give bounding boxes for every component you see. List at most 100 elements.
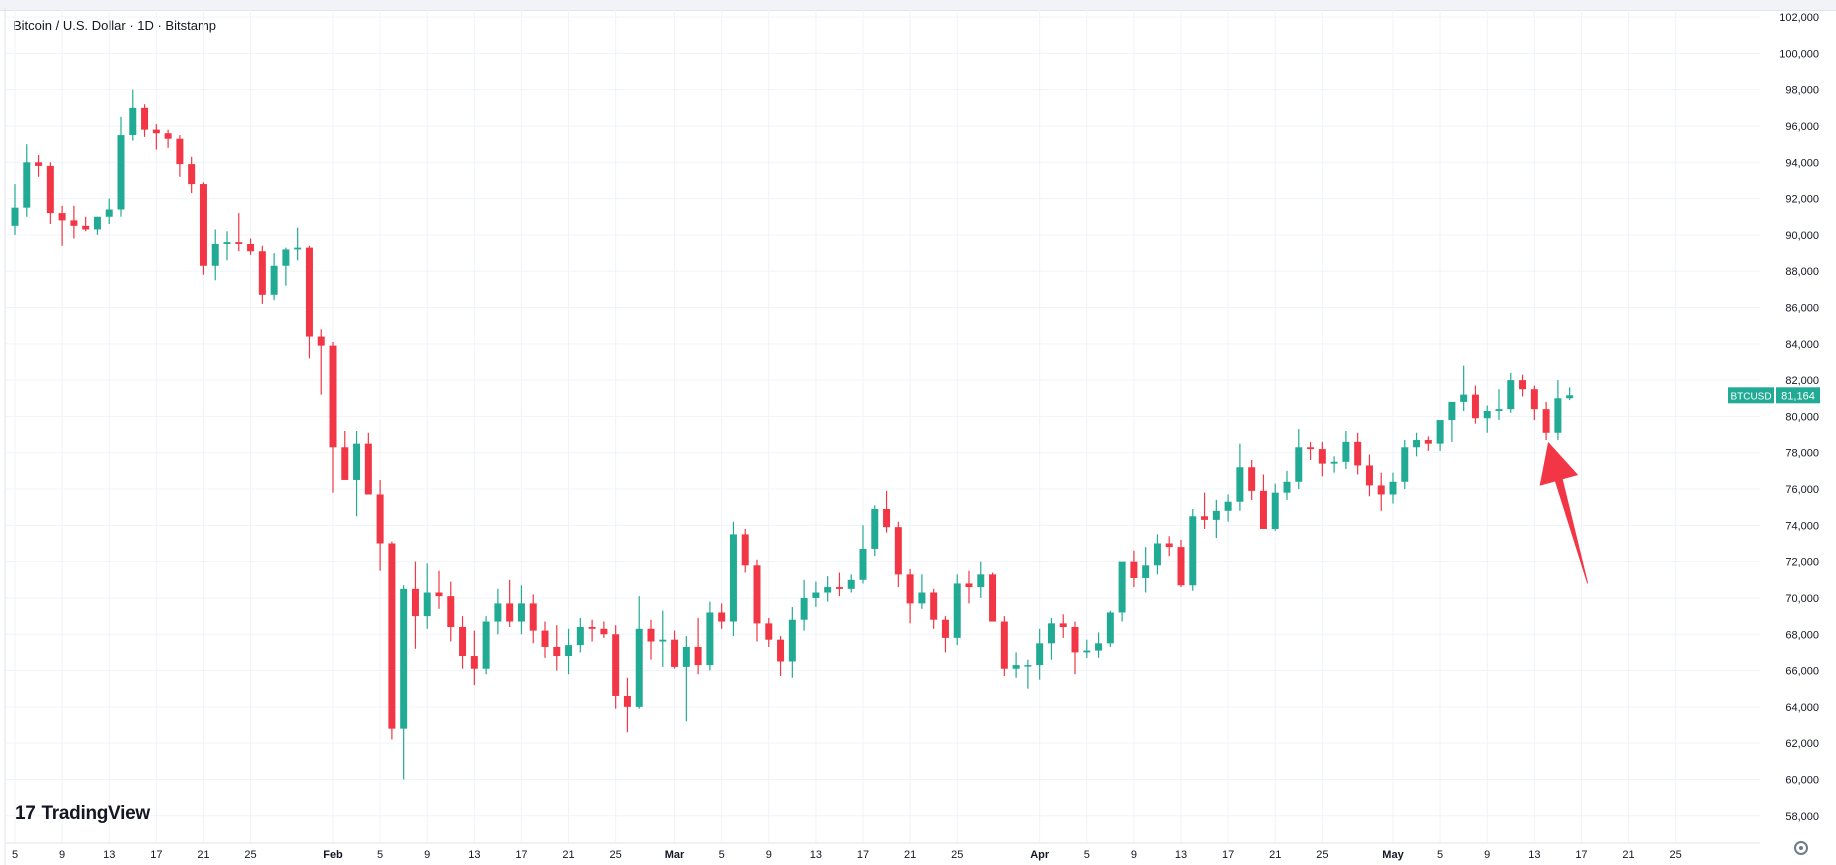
x-tick-label: Mar — [665, 849, 685, 861]
candle-body — [388, 543, 396, 729]
candles — [11, 89, 1574, 780]
x-tick-label: 5 — [377, 849, 383, 861]
candle-body — [1153, 543, 1161, 566]
y-tick-label: 84,000 — [1785, 339, 1819, 351]
candle-body — [1259, 490, 1267, 529]
candle-body — [659, 639, 667, 642]
y-tick-label: 96,000 — [1785, 121, 1819, 133]
y-tick-label: 66,000 — [1785, 666, 1819, 678]
candle-body — [517, 603, 525, 622]
candle-body — [671, 639, 679, 667]
x-tick-label: 21 — [904, 849, 916, 861]
tradingview-logo[interactable]: 17 TradingView — [15, 803, 150, 825]
candle-body — [58, 213, 66, 221]
candle-body — [152, 129, 160, 134]
candle-body — [305, 247, 313, 337]
candle-body — [82, 225, 90, 230]
x-tick-label: 9 — [59, 849, 65, 861]
candle-body — [529, 603, 537, 631]
tradingview-logo-mark: 17 — [15, 803, 36, 824]
candle-body — [282, 249, 290, 266]
candle-body — [1142, 565, 1150, 578]
candle-body — [1318, 449, 1326, 464]
x-tick-label: May — [1382, 849, 1404, 861]
candle-body — [741, 534, 749, 566]
candle-body — [859, 548, 867, 580]
candle-body — [1424, 440, 1432, 444]
candle-body — [1413, 440, 1421, 448]
y-tick-label: 78,000 — [1785, 448, 1819, 460]
red-arrow-annotation — [1539, 441, 1589, 584]
candle-body — [1471, 394, 1479, 419]
y-tick-label: 82,000 — [1785, 375, 1819, 387]
candle-body — [1342, 441, 1350, 462]
settings-icon[interactable] — [1794, 841, 1808, 855]
candle-body — [459, 626, 467, 657]
x-tick-label: 25 — [610, 849, 622, 861]
x-tick-label: 5 — [1437, 849, 1443, 861]
candle-body — [1236, 467, 1244, 502]
candle-body — [1519, 380, 1527, 390]
candle-body — [364, 443, 372, 495]
candle-body — [647, 628, 655, 642]
candle-body — [129, 107, 137, 136]
candle-body — [753, 565, 761, 624]
y-tick-label: 92,000 — [1785, 194, 1819, 206]
x-tick-label: 25 — [1670, 849, 1682, 861]
annotations — [1539, 441, 1589, 584]
x-tick-label: 5 — [12, 849, 18, 861]
candle-body — [1483, 410, 1491, 419]
candle-body — [812, 592, 820, 598]
x-tick-label: 9 — [424, 849, 430, 861]
candle-body — [1224, 501, 1232, 511]
candle-body — [1530, 389, 1538, 410]
candle-body — [1106, 612, 1114, 644]
candle-body — [23, 162, 31, 208]
y-tick-label: 102,000 — [1779, 12, 1819, 24]
candle-body — [411, 588, 419, 617]
candle-body — [623, 695, 631, 707]
candle-body — [930, 592, 938, 620]
y-tick-label: 72,000 — [1785, 557, 1819, 569]
candle-body — [989, 574, 997, 622]
x-tick-label: 9 — [1131, 849, 1137, 861]
y-tick-label: 98,000 — [1785, 85, 1819, 97]
candle-body — [765, 623, 773, 640]
time-axis[interactable]: 5 9 13 17 21 25 Feb 5 9 13 17 21 25 Mar 5 9 13 17 21 25 Apr 5… — [12, 849, 1682, 861]
y-tick-label: 76,000 — [1785, 484, 1819, 496]
candle-body — [835, 587, 843, 589]
y-tick-label: 60,000 — [1785, 774, 1819, 786]
candle-body — [1024, 665, 1032, 667]
candle-body — [1448, 401, 1456, 421]
price-axis[interactable]: 58,000 60,000 62,000 64,000 66,000 68,000 70,0… — [1779, 12, 1819, 823]
candle-body — [329, 345, 337, 448]
candle-body — [1189, 516, 1197, 586]
candle-body — [953, 583, 961, 638]
y-tick-label: 88,000 — [1785, 266, 1819, 278]
candle-body — [1566, 395, 1574, 399]
x-tick-label: 17 — [1575, 849, 1587, 861]
candle-body — [1000, 621, 1008, 669]
candle-body — [447, 596, 455, 627]
candle-body — [400, 588, 408, 729]
candle-body — [1059, 623, 1067, 627]
x-tick-label: 25 — [1316, 849, 1328, 861]
candle-body — [635, 628, 643, 707]
candle-body — [1130, 561, 1138, 578]
candle-body — [965, 583, 973, 588]
x-tick-label: 13 — [468, 849, 480, 861]
candle-body — [1354, 441, 1362, 466]
candle-body — [294, 247, 302, 250]
candle-body — [1507, 380, 1515, 410]
candle-body — [1271, 492, 1279, 529]
candle-body — [941, 619, 949, 638]
candle-body — [1307, 447, 1315, 450]
x-tick-label: 5 — [1084, 849, 1090, 861]
candle-body — [847, 579, 855, 589]
candle-body — [706, 612, 714, 666]
candle-body — [1095, 643, 1103, 651]
candle-body — [70, 220, 78, 226]
x-tick-label: 13 — [810, 849, 822, 861]
